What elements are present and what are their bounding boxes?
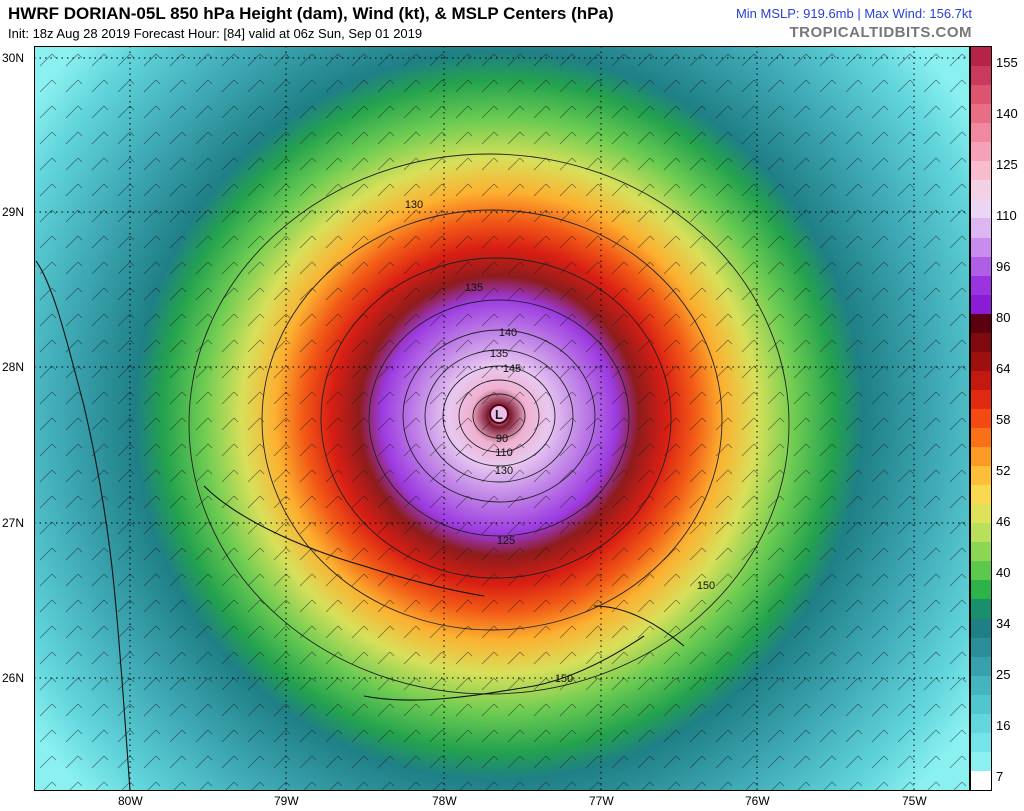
contour-label: 110: [495, 447, 513, 459]
colorbar-segment: [971, 351, 991, 372]
storm-center-marker[interactable]: [489, 404, 509, 424]
colorbar-segment: [971, 256, 991, 277]
colorbar-segment: [971, 142, 991, 162]
colorbar-segment: [971, 561, 991, 581]
site-brand[interactable]: TROPICALTIDBITS.COM: [789, 24, 972, 41]
colorbar-segment: [971, 618, 991, 639]
colorbar-segment: [971, 770, 991, 791]
map-title: HWRF DORIAN-05L 850 hPa Height (dam), Wi…: [8, 4, 614, 23]
colorbar-segment: [971, 389, 991, 410]
contour-label: 90: [496, 433, 508, 445]
colorbar-segment: [971, 294, 991, 315]
height-contours: [188, 153, 790, 695]
colorbar-segment: [971, 199, 991, 219]
wind-colorbar: [970, 46, 992, 791]
colorbar-label: 34: [996, 616, 1011, 631]
colorbar-segment: [971, 218, 991, 238]
colorbar-label: 16: [996, 718, 1011, 733]
wind-field-map[interactable]: 130 135 140 145 135 125 130 110 90 150 1…: [34, 46, 970, 791]
contour-label: 145: [503, 363, 521, 375]
colorbar-label: 40: [996, 565, 1011, 580]
colorbar-segment: [971, 599, 991, 620]
colorbar-segment: [971, 370, 991, 391]
lon-label: 77W: [589, 794, 614, 808]
graticule: [34, 46, 970, 791]
colorbar-segment: [971, 542, 991, 562]
colorbar-segment: [971, 637, 991, 658]
colorbar-label: 125: [996, 157, 1018, 172]
forecast-info: Init: 18z Aug 28 2019 Forecast Hour: [84…: [8, 26, 423, 41]
colorbar-segment: [971, 713, 991, 734]
contour-label: 140: [499, 327, 517, 339]
colorbar-label: 58: [996, 412, 1011, 427]
storm-stats: Min MSLP: 919.6mb | Max Wind: 156.7kt: [735, 6, 972, 21]
colorbar-segment: [971, 485, 991, 505]
colorbar-label: 155: [996, 55, 1018, 70]
colorbar-segment: [971, 47, 991, 67]
colorbar-label: 140: [996, 106, 1018, 121]
colorbar-segment: [971, 85, 991, 105]
colorbar-segment: [971, 123, 991, 143]
lon-label: 80W: [118, 794, 143, 808]
contour-label: 130: [405, 199, 423, 211]
low-pressure-label: L: [495, 407, 503, 422]
colorbar-label: 46: [996, 514, 1011, 529]
coastline: [35, 260, 685, 791]
colorbar-segment: [971, 447, 991, 467]
lon-label: 76W: [745, 794, 770, 808]
colorbar-label: 96: [996, 259, 1011, 274]
lat-label: 27N: [2, 516, 25, 530]
contour-label: 130: [495, 465, 513, 477]
colorbar-label: 52: [996, 463, 1011, 478]
colorbar-segment: [971, 180, 991, 200]
colorbar-segment: [971, 694, 991, 715]
colorbar-segment: [971, 428, 991, 448]
lon-label: 75W: [902, 794, 927, 808]
colorbar-segment: [971, 656, 991, 677]
colorbar-segment: [971, 504, 991, 524]
colorbar-label: 7: [996, 769, 1004, 784]
contour-label: 150: [697, 580, 715, 592]
colorbar-segment: [971, 466, 991, 486]
lat-label: 30N: [2, 51, 25, 65]
colorbar-segment: [971, 732, 991, 753]
colorbar-segment: [971, 104, 991, 124]
colorbar-segment: [971, 332, 991, 353]
colorbar-segment: [971, 751, 991, 772]
contour-label: 125: [497, 535, 515, 547]
contour-label: 135: [465, 282, 483, 294]
colorbar-label: 25: [996, 667, 1011, 682]
colorbar-segment: [971, 66, 991, 86]
colorbar-segment: [971, 237, 991, 258]
colorbar-segment: [971, 675, 991, 696]
lat-label: 29N: [2, 205, 25, 219]
lon-label: 78W: [432, 794, 457, 808]
colorbar-label: 80: [996, 310, 1011, 325]
contour-label: 150: [555, 673, 573, 685]
colorbar-segment: [971, 408, 991, 429]
colorbar-segment: [971, 313, 991, 334]
colorbar-segment: [971, 580, 991, 600]
lat-label: 28N: [2, 360, 25, 374]
lat-label: 26N: [2, 671, 25, 685]
colorbar-label: 110: [996, 208, 1017, 223]
colorbar-segment: [971, 275, 991, 296]
contour-label: 135: [490, 348, 508, 360]
colorbar-segment: [971, 523, 991, 543]
lon-label: 79W: [274, 794, 299, 808]
colorbar-label: 64: [996, 361, 1011, 376]
contour-labels: 130 135 140 145 135 125 130 110 90 150 1…: [405, 199, 715, 685]
colorbar-segment: [971, 161, 991, 181]
